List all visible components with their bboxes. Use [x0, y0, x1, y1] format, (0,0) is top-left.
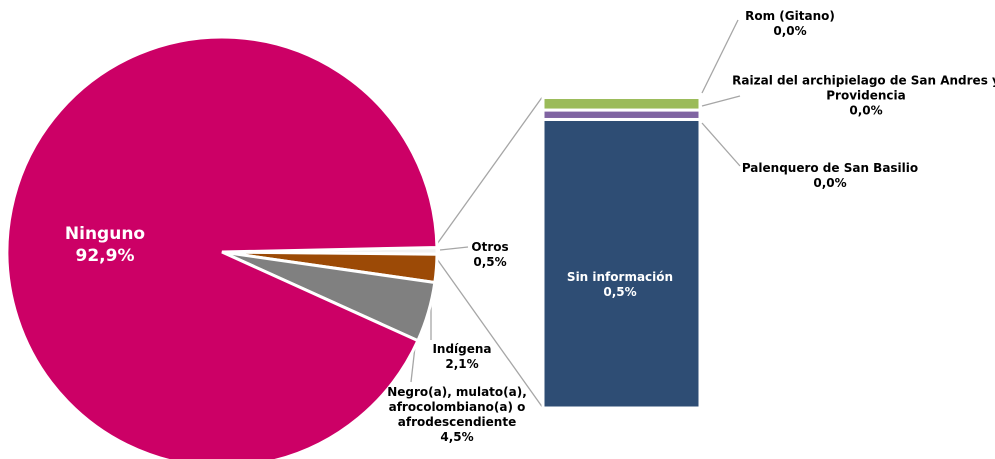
value-label: 0,0% — [773, 24, 807, 38]
value-label: 4,5% — [440, 430, 474, 444]
value-label: 2,1% — [445, 357, 479, 371]
value-label: 92,9% — [75, 246, 135, 266]
category-name: Negro(a), mulato(a), afrocolombiano(a) o… — [387, 385, 527, 429]
value-label: 0,0% — [849, 103, 883, 118]
value-label: 0,5% — [473, 255, 507, 269]
data-label: Indígena 2,1% — [417, 342, 507, 372]
connector-line — [436, 258, 544, 409]
data-label: Sin información 0,5% — [545, 270, 695, 300]
leader-line — [439, 246, 469, 251]
data-label: Raizal del archipielago de San Andres y … — [731, 74, 995, 119]
data-label: Ninguno 92,9% — [35, 223, 175, 267]
connector-line — [436, 95, 544, 245]
category-name: Sin información — [566, 270, 674, 284]
data-label: Rom (Gitano) 0,0% — [710, 9, 870, 39]
category-name: Rom (Gitano) — [745, 9, 835, 23]
data-label: Negro(a), mulato(a), afrocolombiano(a) o… — [382, 385, 532, 445]
data-label: Palenquero de San Basilio 0,0% — [720, 161, 940, 191]
leader-line — [701, 19, 739, 94]
category-name: Indígena — [432, 342, 492, 356]
leader-line — [701, 95, 741, 107]
bar-segment — [541, 93, 702, 100]
category-name: Ninguno — [64, 224, 146, 244]
value-label: 0,0% — [813, 176, 847, 190]
category-name: Palenquero de San Basilio — [741, 161, 919, 175]
category-name: Raizal del archipielago de San Andres y … — [732, 73, 995, 103]
pie-slice — [5, 35, 439, 459]
value-label: 0,5% — [603, 285, 637, 299]
bar-segment — [541, 117, 702, 410]
bar-segment — [541, 96, 702, 112]
category-name: Otros — [471, 240, 509, 254]
leader-line — [701, 122, 741, 167]
data-label: Otros 0,5% — [450, 240, 530, 270]
